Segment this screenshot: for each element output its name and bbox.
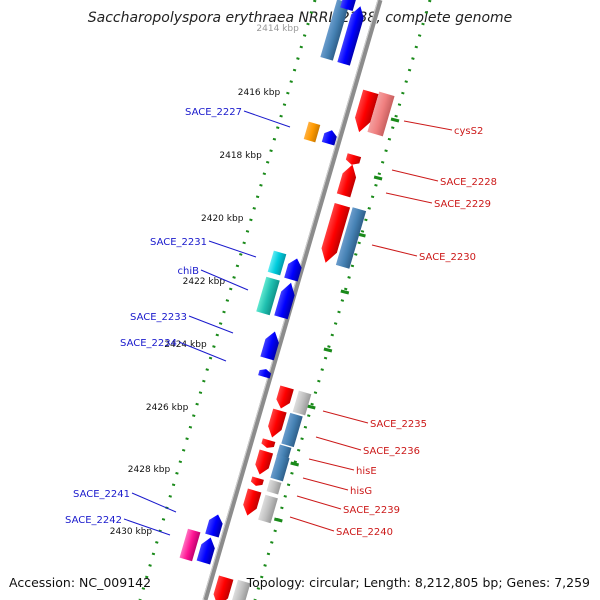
gene-arrow-hisg-red[interactable] bbox=[253, 449, 274, 477]
gene-label-sace-2227[interactable]: SACE_2227 bbox=[185, 107, 242, 118]
gene-arrow-sace2227-blue[interactable] bbox=[321, 128, 338, 146]
gene-arrow-sace2228[interactable] bbox=[345, 153, 362, 167]
gene-arrow-sace2241[interactable] bbox=[205, 512, 225, 538]
gene-block-sace2240-grey[interactable] bbox=[258, 494, 278, 524]
gene-label-hisg[interactable]: hisG bbox=[350, 486, 372, 497]
gene-block-cysS2-pink[interactable] bbox=[367, 91, 395, 137]
minor-tick bbox=[290, 461, 300, 467]
tick-label: 2420 kbp bbox=[201, 214, 244, 224]
tick-track-outer bbox=[138, 0, 317, 600]
leader-line bbox=[178, 341, 227, 362]
leader-line bbox=[123, 518, 171, 536]
gene-block-grey-bottom[interactable] bbox=[229, 579, 251, 600]
gene-arrow-blue-top-2[interactable] bbox=[340, 0, 364, 12]
tick-label: 2428 kbp bbox=[128, 465, 171, 475]
leader-line bbox=[296, 495, 342, 510]
minor-tick bbox=[390, 117, 400, 123]
leader-line bbox=[289, 516, 335, 532]
minor-tick bbox=[273, 517, 283, 523]
minor-tick bbox=[306, 404, 316, 410]
leader-line bbox=[243, 110, 291, 128]
gene-label-hise[interactable]: hisE bbox=[356, 466, 377, 477]
gene-label-sace-2231[interactable]: SACE_2231 bbox=[150, 237, 207, 248]
gene-block-sace2242-magenta[interactable] bbox=[179, 528, 201, 562]
leader-line bbox=[385, 192, 433, 204]
gene-label-sace-2234[interactable]: SACE_2234 bbox=[120, 338, 177, 349]
leader-line bbox=[131, 492, 177, 513]
accession-label: Accession: NC_009142 bbox=[9, 575, 152, 590]
gene-label-sace-2242[interactable]: SACE_2242 bbox=[65, 515, 122, 526]
tick-label: 2416 kbp bbox=[238, 88, 281, 98]
gene-label-sace-2233[interactable]: SACE_2233 bbox=[130, 312, 187, 323]
tick-label: 2422 kbp bbox=[183, 277, 226, 287]
leader-line bbox=[371, 244, 418, 257]
gene-block-sace2236-steel[interactable] bbox=[281, 412, 303, 448]
gene-arrow-blue-top[interactable] bbox=[337, 4, 366, 66]
gene-label-sace-2240[interactable]: SACE_2240 bbox=[336, 527, 393, 538]
tick-label: 2430 kbp bbox=[110, 527, 153, 537]
leader-line bbox=[403, 120, 453, 131]
genome-title: Saccharopolyspora erythraea NRRL 2338, c… bbox=[87, 10, 513, 26]
minor-tick bbox=[323, 347, 333, 353]
gene-arrow-sace2234[interactable] bbox=[258, 367, 272, 379]
leader-line bbox=[208, 240, 257, 258]
minor-tick bbox=[340, 289, 350, 295]
gene-label-sace-2241[interactable]: SACE_2241 bbox=[73, 489, 130, 500]
gene-block-sace2230-steel[interactable] bbox=[335, 207, 367, 269]
tick-label: 2426 kbp bbox=[146, 403, 189, 413]
gene-arrow-hise-red[interactable] bbox=[261, 438, 276, 449]
gene-arrow-red-bottom[interactable] bbox=[211, 575, 234, 600]
gene-arrow-sace2240-red[interactable] bbox=[241, 488, 262, 518]
gene-arrow-cysS2[interactable] bbox=[351, 89, 379, 135]
gene-block-chib-teal[interactable] bbox=[256, 276, 280, 316]
leader-line bbox=[188, 315, 234, 334]
gene-label-sace-2236[interactable]: SACE_2236 bbox=[363, 446, 420, 457]
tick-label: 2414 kbp bbox=[256, 24, 299, 34]
gene-label-sace-2230[interactable]: SACE_2230 bbox=[419, 252, 476, 263]
gene-label-chib[interactable]: chiB bbox=[178, 266, 200, 277]
topology-summary: Topology: circular; Length: 8,212,805 bp… bbox=[246, 575, 590, 590]
leader-line bbox=[391, 169, 439, 182]
leader-line bbox=[200, 269, 249, 291]
leader-line bbox=[322, 410, 369, 424]
gene-arrow-sace2239-red[interactable] bbox=[250, 476, 264, 487]
gene-block-blue-top[interactable] bbox=[320, 0, 350, 61]
leader-line bbox=[308, 458, 355, 471]
gene-label-cyss2[interactable]: cysS2 bbox=[454, 126, 483, 137]
gene-block-sace2235-grey[interactable] bbox=[292, 390, 312, 416]
tick-label: 2418 kbp bbox=[219, 151, 262, 161]
gene-arrow-sace2233[interactable] bbox=[260, 330, 281, 361]
gene-arrow-sace2230-red[interactable] bbox=[318, 202, 351, 265]
gene-arrow-sace2227-orange[interactable] bbox=[303, 121, 321, 143]
gene-block-hisg-steel[interactable] bbox=[270, 454, 290, 482]
gene-block-sace2231-cyan[interactable] bbox=[267, 250, 287, 276]
gene-block-sace2239-grey[interactable] bbox=[266, 479, 282, 495]
gene-label-sace-2229[interactable]: SACE_2229 bbox=[434, 199, 491, 210]
leader-line bbox=[302, 477, 349, 491]
gene-label-sace-2235[interactable]: SACE_2235 bbox=[370, 419, 427, 430]
gene-arrow-sace2229[interactable] bbox=[336, 163, 359, 198]
gene-arrow-sace2236-red[interactable] bbox=[265, 408, 287, 440]
gene-arrow-sace2235-red[interactable] bbox=[274, 385, 294, 410]
tick-track-inner bbox=[253, 0, 432, 600]
gene-label-sace-2228[interactable]: SACE_2228 bbox=[440, 177, 497, 188]
gene-arrow-sace2242-blue[interactable] bbox=[196, 536, 218, 565]
leader-line bbox=[315, 436, 362, 451]
minor-tick bbox=[373, 175, 383, 181]
gene-arrow-sace2231-blue[interactable] bbox=[284, 256, 304, 282]
gene-arrow-chib-blue[interactable] bbox=[274, 281, 298, 320]
gene-label-sace-2239[interactable]: SACE_2239 bbox=[343, 505, 400, 516]
